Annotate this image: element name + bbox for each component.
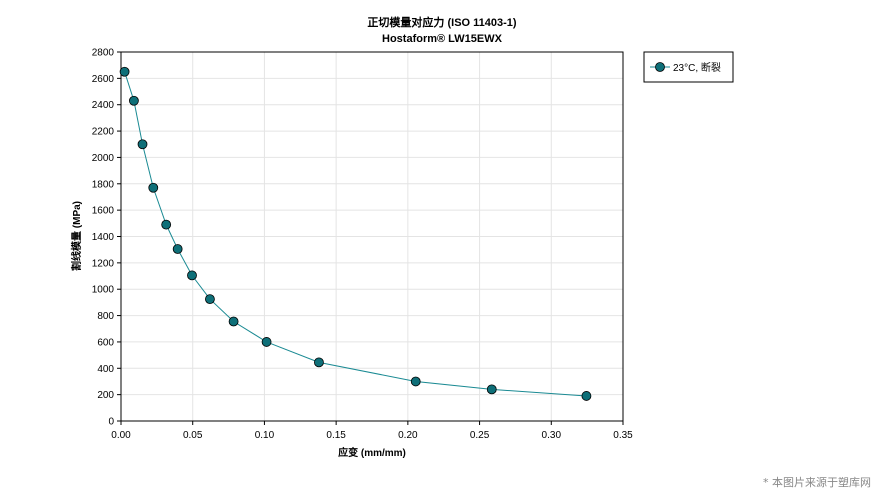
- data-point: [161, 219, 172, 230]
- data-point: [581, 391, 592, 401]
- data-point: [228, 316, 239, 327]
- legend: 23°C, 断裂: [643, 51, 734, 83]
- y-tick-label: 1600: [92, 206, 115, 217]
- y-tick-label: 1400: [92, 232, 115, 243]
- x-tick-label: 0.00: [111, 430, 131, 441]
- y-tick-label: 2400: [92, 100, 115, 111]
- data-point: [486, 384, 497, 395]
- y-tick-label: 2800: [92, 48, 115, 59]
- data-point: [261, 337, 272, 347]
- series-line: [124, 71, 587, 397]
- data-point: [205, 294, 215, 304]
- data-point: [137, 139, 148, 150]
- x-tick-label: 0.20: [398, 430, 418, 441]
- x-axis-label: 应变 (mm/mm): [338, 446, 406, 459]
- data-point: [172, 244, 183, 254]
- chart-subtitle: Hostaform® LW15EWX: [382, 33, 503, 45]
- y-tick-label: 1000: [92, 285, 115, 296]
- watermark: * 本图片来源于塑库网: [763, 476, 871, 489]
- x-tick-label: 0.25: [470, 430, 490, 441]
- y-tick-label: 1200: [92, 258, 115, 269]
- y-tick-label: 0: [108, 417, 114, 428]
- legend-marker: [655, 62, 665, 72]
- x-tick-label: 0.10: [255, 430, 275, 441]
- series-group: [119, 66, 592, 401]
- axis-ticks: 0.00 0.05 0.10 0.15 0.20 0.25 0.30 0.35 0 200 400 6…: [92, 48, 633, 442]
- y-axis-label: 割线模量 (MPa): [70, 201, 83, 271]
- data-point: [314, 357, 324, 368]
- data-point: [119, 66, 130, 77]
- data-point: [148, 182, 159, 193]
- legend-label: 23°C, 断裂: [673, 61, 721, 74]
- x-tick-label: 0.15: [326, 430, 346, 441]
- x-tick-label: 0.35: [613, 430, 633, 441]
- y-tick-label: 400: [97, 364, 114, 375]
- data-point: [410, 376, 421, 387]
- grid: [120, 51, 624, 422]
- y-tick-label: 2600: [92, 74, 115, 85]
- y-tick-label: 200: [97, 390, 114, 401]
- x-tick-label: 0.30: [542, 430, 562, 441]
- data-point: [187, 270, 197, 281]
- y-tick-label: 1800: [92, 179, 115, 190]
- x-tick-label: 0.05: [183, 430, 203, 441]
- y-tick-label: 2200: [92, 127, 115, 138]
- data-point: [129, 95, 139, 106]
- y-tick-label: 600: [97, 337, 114, 348]
- y-tick-label: 800: [97, 311, 114, 322]
- y-tick-label: 2000: [92, 153, 115, 164]
- chart-title: 正切模量对应力 (ISO 11403-1): [367, 15, 516, 29]
